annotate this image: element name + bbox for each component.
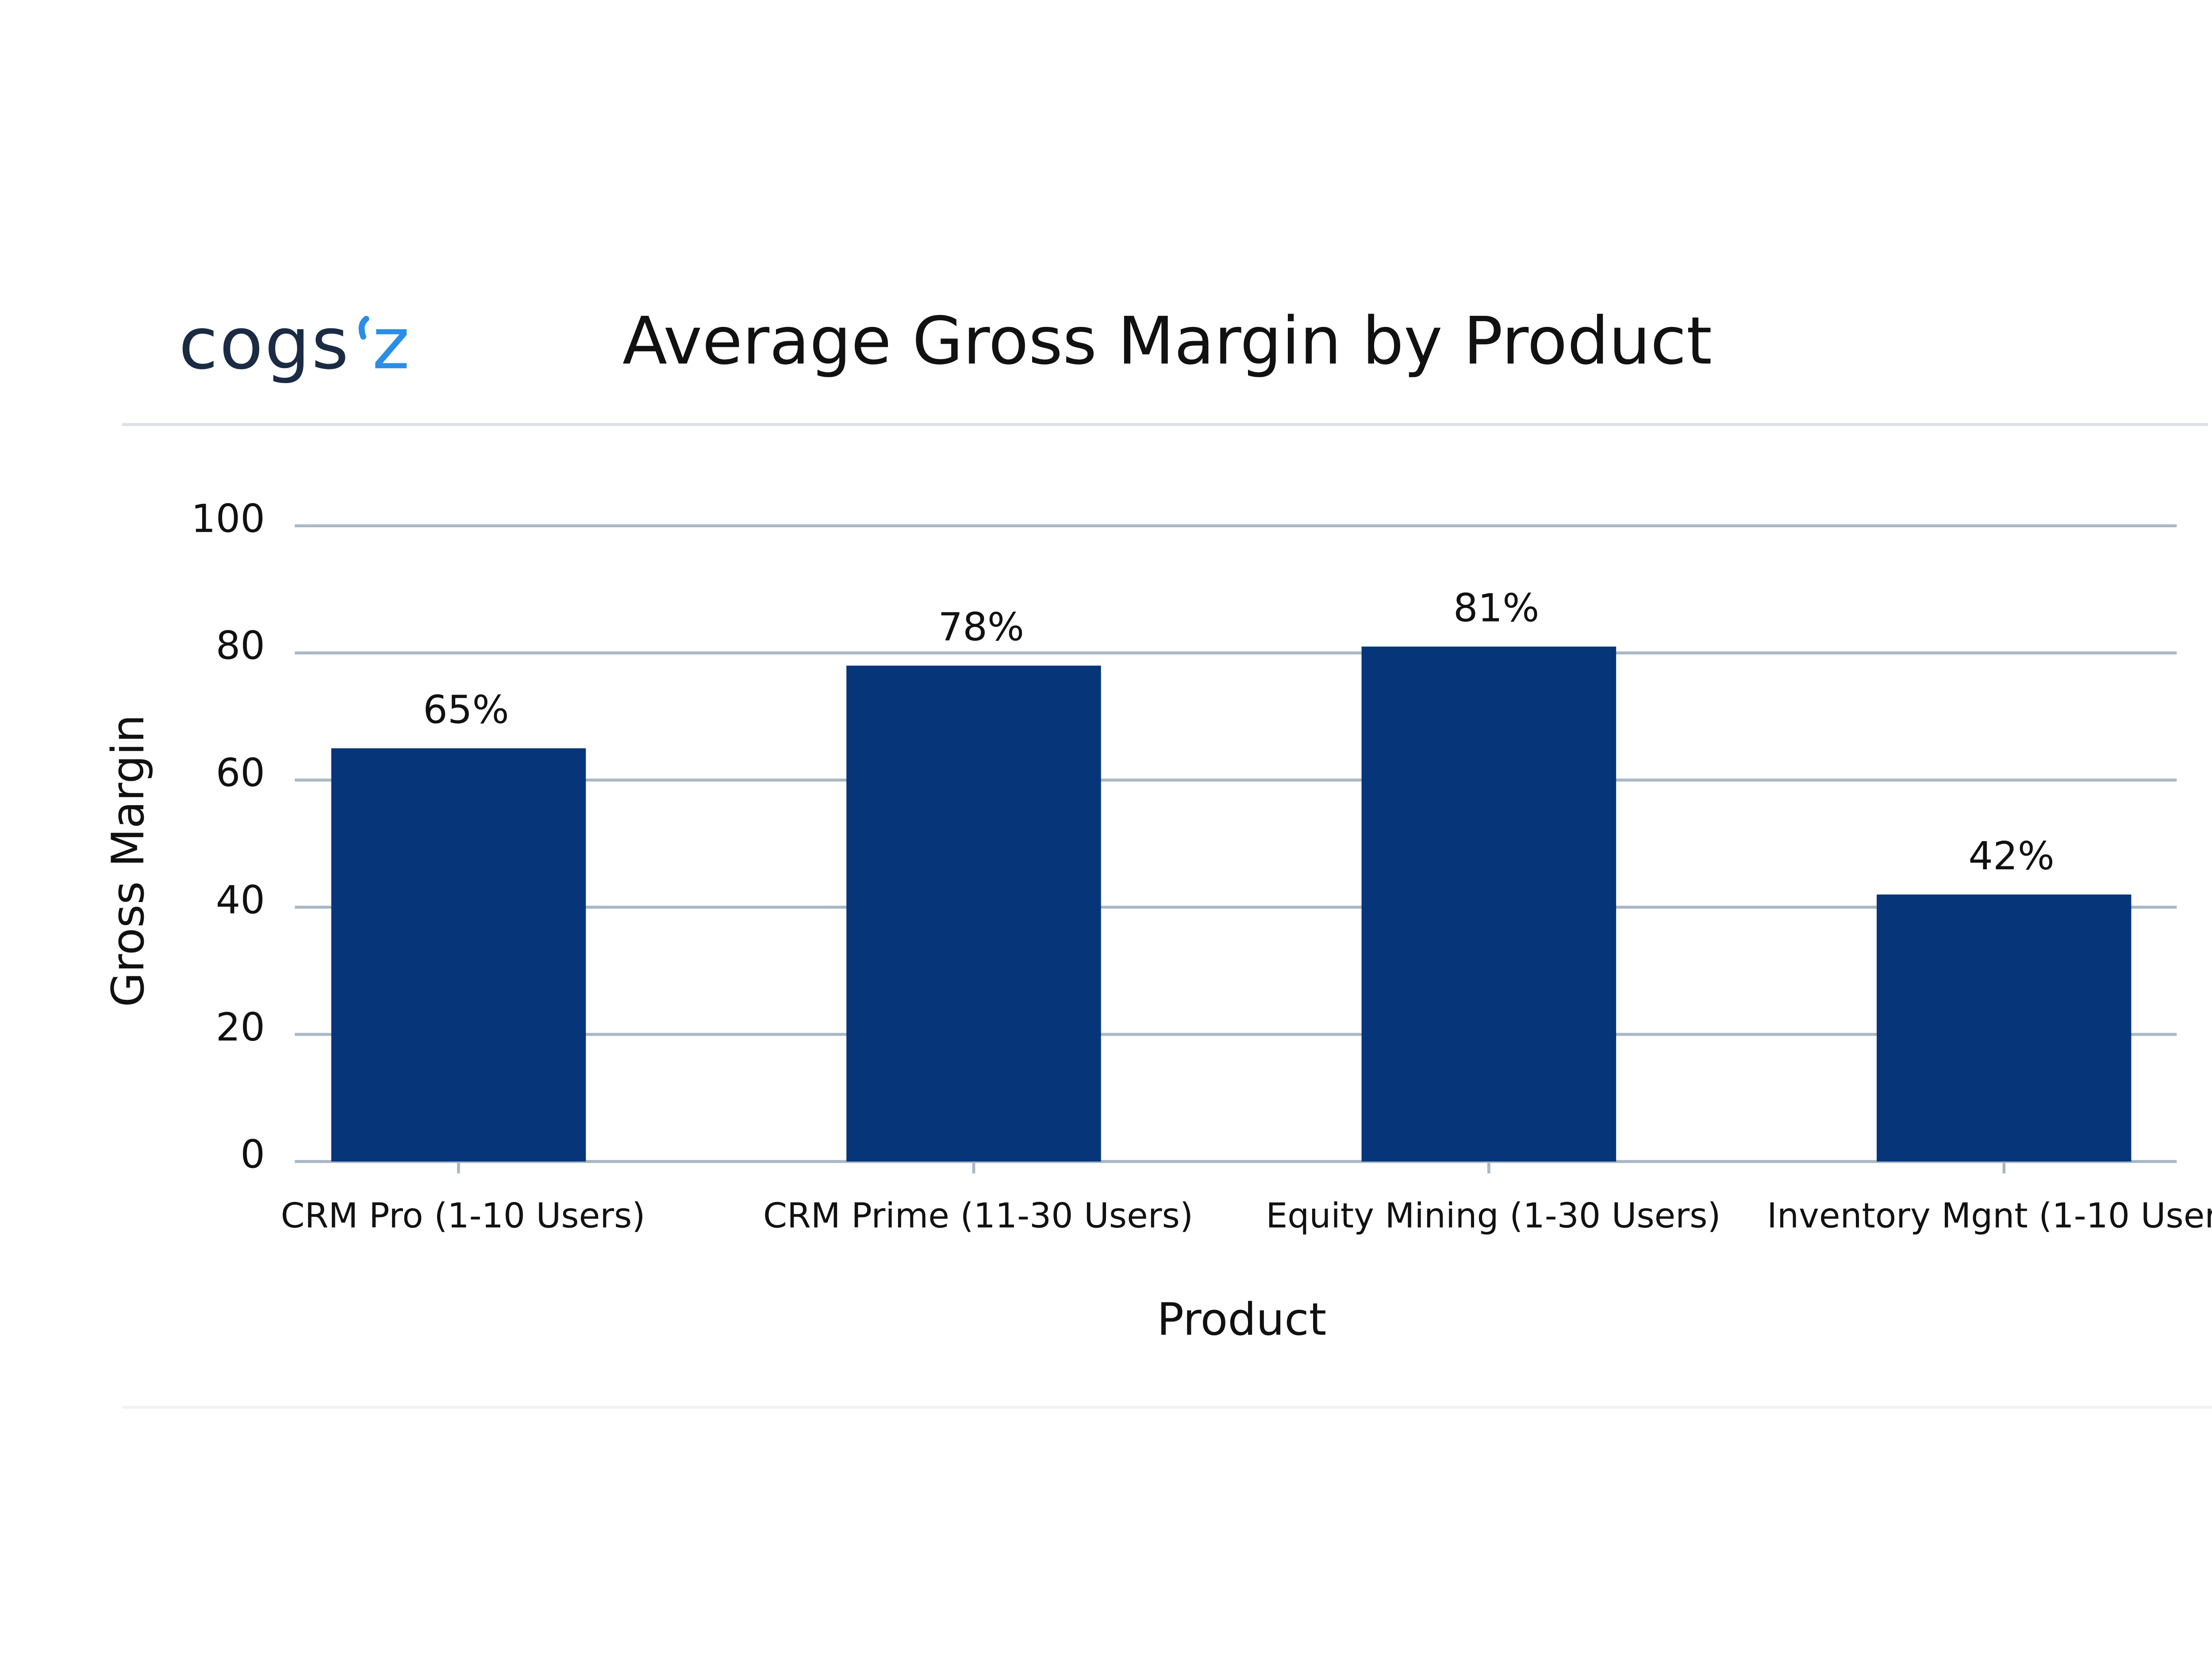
bar (1361, 646, 1617, 1162)
x-tick-label: Inventory Mgnt (1-10 Users) (1767, 1196, 2212, 1236)
x-axis-label: Product (1157, 1293, 1326, 1345)
logo-mark (358, 315, 369, 340)
y-tick-label: 40 (216, 877, 265, 922)
x-tick-label: CRM Pro (1-10 Users) (281, 1196, 645, 1236)
y-axis-label: Gross Margin (102, 714, 154, 1007)
logo-word: cogs (179, 302, 350, 385)
value-label: 65% (423, 687, 509, 733)
bar (1877, 894, 2131, 1162)
value-label: 81% (1453, 586, 1539, 631)
chart-title: Average Gross Margin by Product (622, 303, 1712, 379)
logo-accent: z (372, 302, 410, 385)
bar (331, 748, 586, 1162)
value-label: 42% (1968, 833, 2054, 879)
y-tick-label: 80 (216, 623, 265, 668)
y-tick-label: 20 (216, 1005, 265, 1050)
value-label: 78% (938, 605, 1024, 650)
y-tick-label: 60 (216, 750, 265, 795)
x-tick-label: Equity Mining (1-30 Users) (1266, 1196, 1720, 1236)
x-tick-label: CRM Prime (11-30 Users) (763, 1196, 1193, 1236)
y-tick-label: 100 (191, 496, 265, 541)
y-tick-label: 0 (240, 1132, 265, 1177)
bar (846, 665, 1101, 1162)
